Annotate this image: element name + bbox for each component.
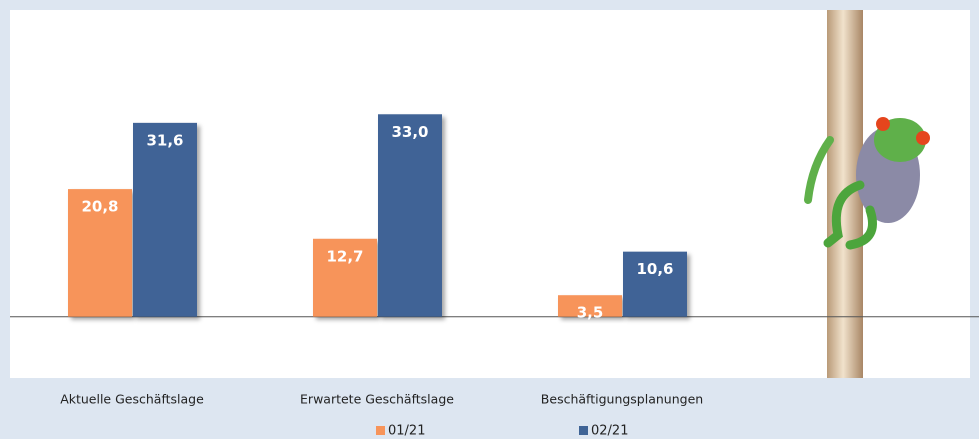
frog-eye: [916, 131, 930, 145]
bar: [378, 114, 442, 316]
legend-label: 01/21: [388, 424, 425, 439]
value-label: 12,7: [326, 247, 363, 265]
bar: [133, 123, 197, 317]
value-label: 31,6: [146, 131, 183, 149]
value-label: 20,8: [81, 198, 118, 216]
legend-swatch: [376, 426, 385, 435]
value-label: 10,6: [636, 260, 673, 278]
legend-swatch: [579, 426, 588, 435]
x-tick-label: Beschäftigungsplanungen: [541, 392, 703, 407]
x-tick-label: Erwartete Geschäftslage: [300, 392, 454, 407]
value-label: 33,0: [391, 123, 428, 141]
legend-label: 02/21: [591, 424, 628, 439]
frog-eye: [876, 117, 890, 131]
value-label: 3,5: [577, 304, 604, 322]
x-tick-label: Aktuelle Geschäftslage: [60, 392, 204, 407]
chart: Aktuelle Geschäftslage 20,8 31,6 Erwartete …: [0, 0, 979, 439]
